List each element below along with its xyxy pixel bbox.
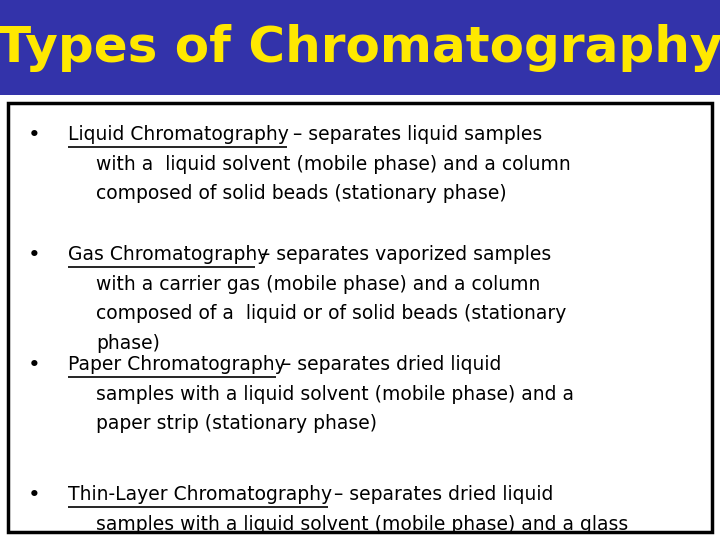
Text: paper strip (stationary phase): paper strip (stationary phase)	[96, 414, 377, 433]
FancyBboxPatch shape	[0, 0, 720, 95]
Text: – separates vaporized samples: – separates vaporized samples	[256, 245, 552, 264]
Text: – separates dried liquid: – separates dried liquid	[276, 355, 502, 374]
Text: •: •	[28, 245, 41, 265]
FancyBboxPatch shape	[8, 103, 712, 532]
Text: composed of a  liquid or of solid beads (stationary: composed of a liquid or of solid beads (…	[96, 304, 567, 323]
Text: Thin-Layer Chromatography: Thin-Layer Chromatography	[68, 485, 332, 504]
Text: – separates liquid samples: – separates liquid samples	[287, 125, 541, 144]
Text: composed of solid beads (stationary phase): composed of solid beads (stationary phas…	[96, 184, 507, 203]
Text: •: •	[28, 355, 41, 375]
Text: Types of Chromatography: Types of Chromatography	[0, 24, 720, 71]
Text: – separates dried liquid: – separates dried liquid	[328, 485, 554, 504]
Text: phase): phase)	[96, 334, 160, 353]
Text: samples with a liquid solvent (mobile phase) and a: samples with a liquid solvent (mobile ph…	[96, 384, 574, 403]
Text: •: •	[28, 125, 41, 145]
Text: •: •	[28, 485, 41, 505]
Text: with a  liquid solvent (mobile phase) and a column: with a liquid solvent (mobile phase) and…	[96, 154, 571, 174]
Text: with a carrier gas (mobile phase) and a column: with a carrier gas (mobile phase) and a …	[96, 275, 541, 294]
Text: Gas Chromatography: Gas Chromatography	[68, 245, 269, 264]
Text: Liquid Chromatography: Liquid Chromatography	[68, 125, 289, 144]
Text: Paper Chromatography: Paper Chromatography	[68, 355, 286, 374]
Text: samples with a liquid solvent (mobile phase) and a glass: samples with a liquid solvent (mobile ph…	[96, 515, 629, 534]
